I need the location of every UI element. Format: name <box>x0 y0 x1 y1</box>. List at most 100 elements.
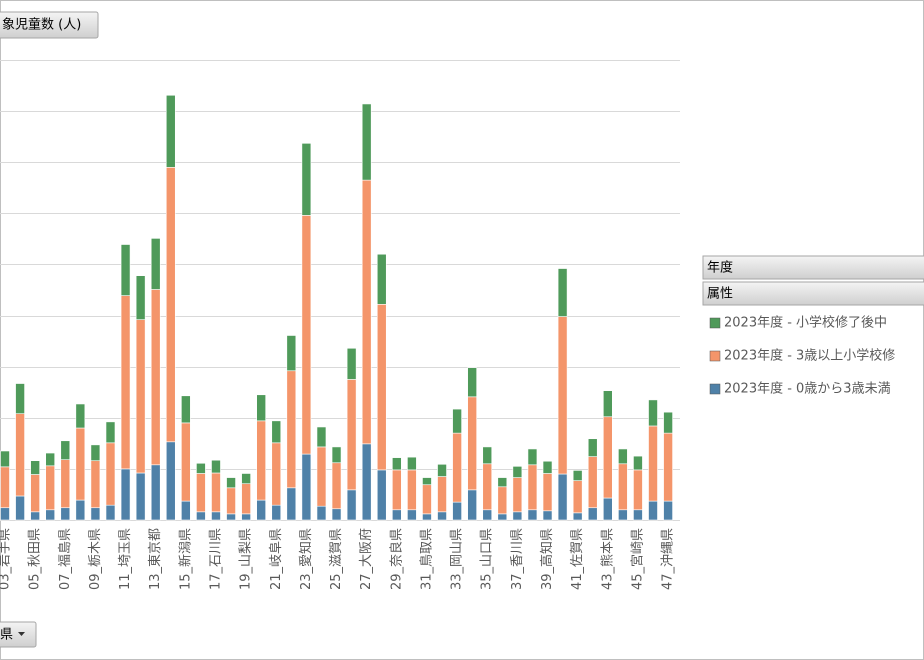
bar-segment <box>226 477 236 489</box>
bar-segment <box>648 425 658 502</box>
bars <box>0 94 673 521</box>
legend-header[interactable] <box>702 281 924 306</box>
x-tick-label: 29_奈良県 <box>388 528 404 590</box>
x-tick-label: 17_石川県 <box>208 528 223 590</box>
bar-segment <box>452 501 462 521</box>
bar-segment <box>648 500 658 521</box>
bar-segment <box>497 513 508 521</box>
bar-segment <box>392 509 402 521</box>
bar-segment <box>60 440 71 460</box>
legend-label: 2023年度 - 0歳から3歳未満 <box>724 381 891 397</box>
bar-segment <box>135 472 146 521</box>
bar-segment <box>256 394 266 422</box>
bar-segment <box>497 486 508 515</box>
bar-segment <box>361 443 372 521</box>
bar-segment <box>633 469 643 511</box>
bar-segment <box>331 462 342 510</box>
bar-segment <box>346 347 357 380</box>
legend-label: 2023年度 - 小学校修了後中 <box>724 315 887 331</box>
bar-segment <box>286 335 297 372</box>
bar-segment <box>135 275 146 320</box>
legend-header-label: 属性 <box>707 287 733 302</box>
bar-segment <box>346 379 357 491</box>
x-tick-label: 19_山梨県 <box>239 528 254 590</box>
bar-segment <box>271 442 282 506</box>
bar-segment <box>211 459 221 474</box>
bar-segment <box>120 468 131 521</box>
bar-segment <box>527 448 538 466</box>
bar-segment <box>105 442 116 506</box>
bar-segment <box>422 484 432 515</box>
bar-segment <box>316 446 327 507</box>
legend-header[interactable] <box>702 255 924 280</box>
bar-segment <box>557 316 568 475</box>
bar-segment <box>30 511 40 521</box>
x-tick-label: 37_香川県 <box>510 528 525 590</box>
bar-segment <box>90 460 101 509</box>
bar-segment <box>120 295 131 470</box>
bar-segment <box>165 94 176 168</box>
x-tick-label: 45_宮崎県 <box>629 528 645 590</box>
x-tick-label: 11_埼玉県 <box>118 528 133 590</box>
x-tick-label: 35_山口県 <box>480 528 495 590</box>
bar-segment <box>361 179 372 445</box>
bar-segment <box>15 495 25 521</box>
x-tick-label: 21_岐阜県 <box>268 528 284 590</box>
bar-segment <box>241 473 251 485</box>
legend-swatch <box>709 350 721 362</box>
bar-segment <box>572 480 583 514</box>
bar-segment <box>618 509 628 521</box>
bar-segment <box>0 466 10 509</box>
bar-segment <box>150 238 161 290</box>
bar-segment <box>361 103 372 181</box>
field-button[interactable] <box>0 11 99 39</box>
bar-segment <box>633 509 643 521</box>
bar-segment <box>271 420 282 444</box>
x-tick-label: 33_岡山県 <box>450 528 465 590</box>
dropdown-arrow <box>18 632 25 636</box>
x-labels: 03_岩手県 05_秋田県 07_福島県 09_栃木県 11_埼玉県 13_東京都 15_新… <box>0 528 676 590</box>
bar-segment <box>376 253 387 305</box>
bar-segment <box>437 476 447 513</box>
x-tick-label: 05_秋田県 <box>28 528 43 590</box>
x-tick-label: 47_沖縄県 <box>661 528 676 590</box>
bar-segment <box>226 487 236 515</box>
bar-segment <box>467 396 477 491</box>
axis-button-label: 県 <box>0 628 13 643</box>
bar-segment <box>346 489 357 521</box>
bar-segment <box>557 473 568 521</box>
bar-segment <box>618 463 628 511</box>
bar-segment <box>256 499 266 521</box>
bar-segment <box>572 470 583 481</box>
bar-segment <box>618 448 628 465</box>
bar-segment <box>226 513 236 521</box>
bar-segment <box>663 500 673 521</box>
bar-segment <box>165 441 176 521</box>
bar-segment <box>587 438 598 457</box>
bar-segment <box>196 511 206 521</box>
bar-segment <box>437 463 447 477</box>
legend-label: 2023年度 - 3歳以上小学校修 <box>724 348 895 364</box>
bar-segment <box>557 268 568 317</box>
axis-button[interactable] <box>0 621 37 648</box>
bar-segment <box>45 452 56 467</box>
legend-swatch <box>709 383 721 395</box>
bar-segment <box>392 469 402 511</box>
bar-segment <box>60 507 71 521</box>
x-tick-label: 13_東京都 <box>147 528 163 590</box>
field-button-label: 象児童数 (人) <box>2 17 81 33</box>
bar-segment <box>542 510 553 521</box>
bar-segment <box>452 432 462 503</box>
bar-segment <box>30 474 40 513</box>
bar-segment <box>512 466 523 478</box>
bar-segment <box>663 411 673 434</box>
bar-segment <box>437 511 447 521</box>
bar-segment <box>482 509 493 521</box>
bar-segment <box>512 477 523 513</box>
bar-segment <box>648 399 658 427</box>
bar-segment <box>30 460 40 475</box>
bar-segment <box>467 489 477 521</box>
legend-swatch <box>709 317 721 329</box>
bar-segment <box>165 167 176 443</box>
bar-segment <box>663 432 673 502</box>
